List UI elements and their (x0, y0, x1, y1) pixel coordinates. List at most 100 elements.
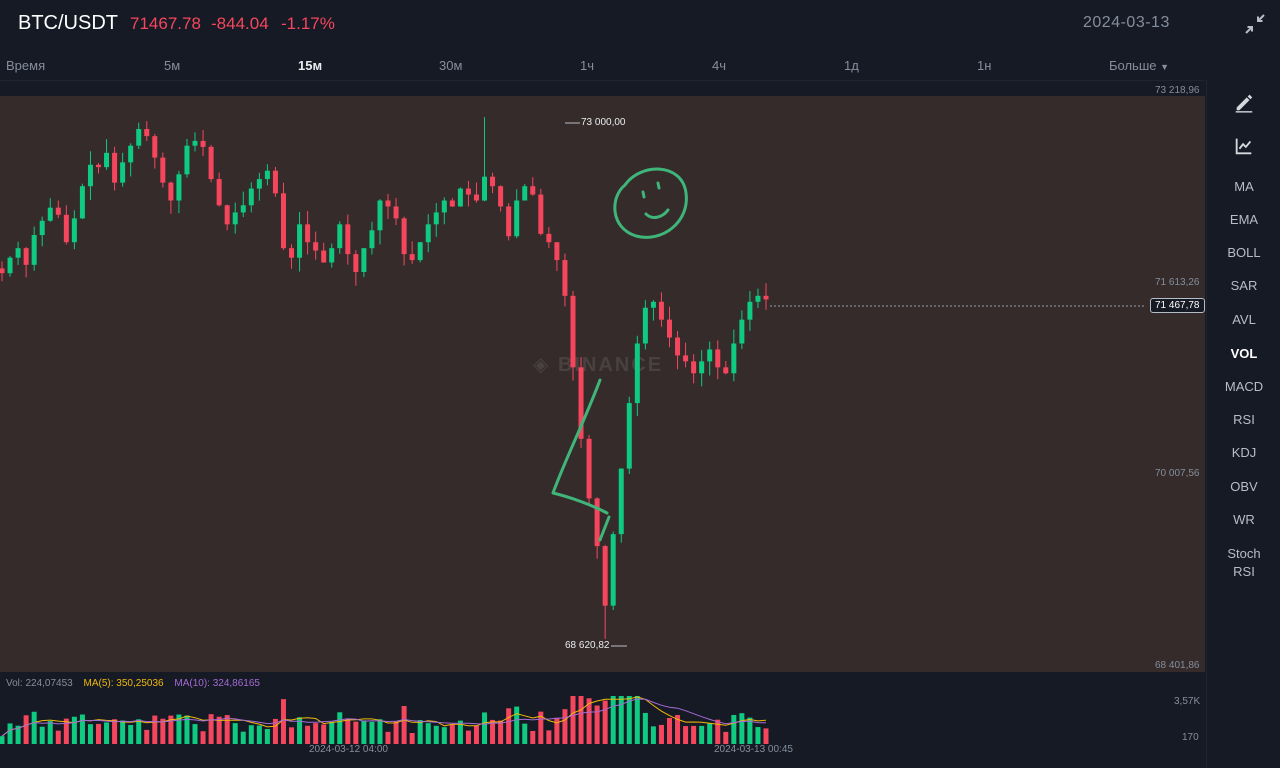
indicator-ema[interactable]: EMA (1229, 212, 1259, 227)
indicator-stoch-rsi[interactable]: Stoch RSI (1227, 546, 1261, 579)
volume-bar (530, 730, 536, 744)
candle-body (747, 301, 753, 320)
volume-bar (152, 715, 158, 744)
volume-bar (506, 708, 512, 744)
tab-1h[interactable]: 1ч (580, 58, 595, 73)
candle-body (570, 295, 576, 368)
volume-bars-group (0, 696, 769, 744)
candle-body (47, 207, 53, 221)
tab-4h[interactable]: 4ч (712, 58, 727, 73)
indicator-kdj[interactable]: KDJ (1231, 445, 1257, 460)
volume-bar (385, 731, 391, 744)
volume-bar (457, 720, 463, 744)
volume-axis-max: 3,57K (1174, 696, 1201, 707)
volume-bar (305, 725, 311, 744)
chart-indicator-icon[interactable] (1233, 135, 1255, 157)
candle-body (160, 157, 166, 183)
volume-bar (425, 723, 431, 744)
volume-bar (409, 733, 415, 744)
tab-1d[interactable]: 1д (844, 58, 859, 73)
candlestick-chart (0, 117, 1146, 744)
volume-bar (176, 714, 182, 744)
candle-body (473, 194, 479, 201)
volume-bar (658, 724, 664, 744)
indicator-vol[interactable]: VOL (1230, 346, 1258, 361)
indicator-ma[interactable]: MA (1234, 179, 1254, 194)
volume-bar (264, 728, 270, 744)
candle-body (642, 307, 648, 344)
candle-body (329, 248, 335, 263)
indicator-avl[interactable]: AVL (1232, 312, 1256, 327)
draw-pen-icon[interactable] (1233, 91, 1255, 113)
volume-bar (39, 726, 45, 744)
price-axis-label: 73 218,96 (1155, 85, 1200, 96)
volume-bar (192, 724, 198, 744)
volume-bar (128, 724, 134, 744)
volume-ma5: MA(5): 350,25036 (83, 678, 164, 689)
tab-more[interactable]: Больше ▼ (1109, 58, 1169, 73)
candle-body (586, 438, 592, 499)
volume-bar (763, 728, 769, 744)
volume-bar (136, 719, 142, 744)
candle-body (522, 186, 528, 201)
volume-bar (297, 717, 303, 744)
candle-body (755, 295, 761, 302)
indicator-obv[interactable]: OBV (1230, 479, 1258, 494)
volume-bar (723, 731, 729, 744)
volume-bar (675, 714, 681, 744)
tab-1w[interactable]: 1н (977, 58, 992, 73)
candle-body (578, 367, 584, 439)
volume-bar (731, 714, 737, 744)
volume-bar (650, 726, 656, 744)
candle-body (707, 349, 713, 362)
candle-body (305, 224, 311, 243)
volume-bar (699, 725, 705, 744)
volume-bar (393, 721, 399, 744)
candle-body (683, 355, 689, 362)
tab-15m[interactable]: 15м (298, 58, 323, 73)
candle-body (626, 403, 632, 469)
candle-body (739, 319, 745, 344)
tab-5m[interactable]: 5м (164, 58, 181, 73)
indicator-rsi[interactable]: RSI (1233, 412, 1255, 427)
volume-bar (71, 716, 77, 744)
volume-bar (401, 706, 407, 744)
volume-bar (337, 712, 343, 744)
volume-bar (546, 730, 552, 744)
volume-bar (578, 696, 584, 744)
chart-area[interactable] (0, 96, 1205, 672)
tab-30m[interactable]: 30м (439, 58, 463, 73)
volume-bar (216, 716, 222, 744)
candle-body (71, 218, 77, 243)
candle-body (297, 224, 303, 258)
volume-bar (433, 725, 439, 744)
candle-body (256, 179, 262, 189)
indicator-sar[interactable]: SAR (1230, 278, 1258, 293)
candle-body (0, 268, 5, 274)
volume-bar (449, 724, 455, 744)
volume-bar (586, 698, 592, 744)
candle-body (136, 129, 142, 146)
trading-pair[interactable]: BTC/USDT (18, 12, 118, 34)
candle-body (353, 254, 359, 272)
indicator-macd[interactable]: MACD (1224, 379, 1264, 394)
tab-time[interactable]: Время (6, 58, 46, 73)
candle-body (361, 248, 367, 272)
volume-bar (79, 714, 85, 744)
volume-bar (514, 706, 520, 744)
candle-body (264, 170, 270, 180)
indicator-wr[interactable]: WR (1233, 512, 1255, 527)
current-date: 2024-03-13 (1083, 14, 1170, 31)
volume-bar (55, 730, 61, 744)
low-price-label: 68 620,82 (565, 640, 610, 651)
candle-body (63, 214, 69, 243)
candle-body (23, 248, 29, 265)
volume-bar (87, 724, 93, 744)
candle-body (634, 343, 640, 404)
indicator-boll[interactable]: BOLL (1227, 245, 1261, 260)
volume-bar (707, 723, 713, 744)
collapse-arrows-icon[interactable] (1243, 12, 1267, 36)
candle-body (208, 146, 214, 180)
candle-body (723, 367, 729, 374)
volume-bar (280, 699, 286, 744)
